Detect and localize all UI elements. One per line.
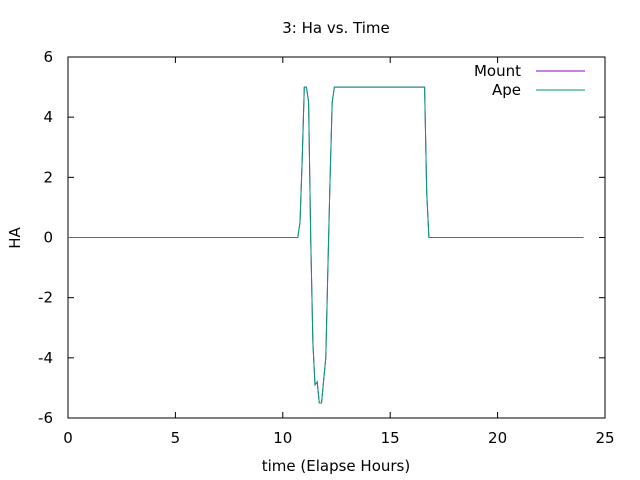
y-tick-label: 2	[43, 168, 53, 186]
y-tick-label: -4	[38, 349, 53, 367]
legend-label-ape: Ape	[492, 81, 521, 99]
x-tick-label: 25	[595, 429, 614, 447]
x-axis-label: time (Elapse Hours)	[262, 457, 410, 475]
x-tick-label: 15	[381, 429, 400, 447]
x-tick-label: 20	[488, 429, 507, 447]
chart-title: 3: Ha vs. Time	[282, 19, 390, 37]
series-line-ape	[68, 86, 584, 404]
y-tick-label: -6	[38, 409, 53, 427]
axis-ticks: 0 5 10 15 20 25 -6 -4 -2 0 2 4 6	[38, 48, 615, 447]
x-tick-label: 5	[171, 429, 181, 447]
y-tick-label: 6	[43, 48, 53, 66]
x-tick-label: 0	[63, 429, 73, 447]
y-tick-label: 4	[43, 108, 53, 126]
y-tick-label: -2	[38, 289, 53, 307]
series-group	[68, 86, 584, 404]
y-tick-label: 0	[43, 229, 53, 247]
x-tick-label: 10	[273, 429, 292, 447]
y-axis-label: HA	[6, 226, 24, 248]
legend-label-mount: Mount	[474, 62, 521, 80]
